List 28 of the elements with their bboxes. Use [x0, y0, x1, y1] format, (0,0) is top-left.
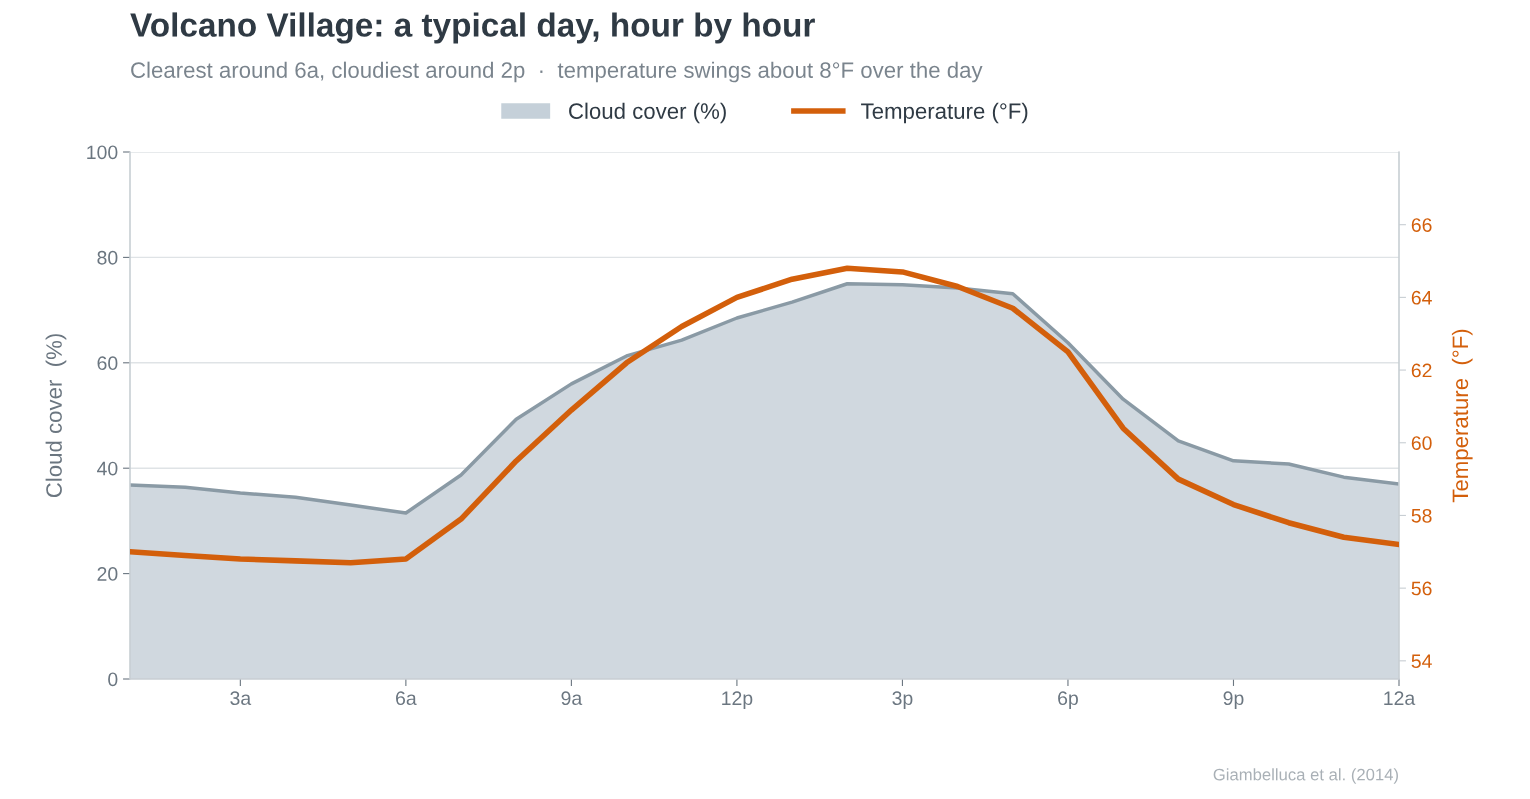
chart-subtitle: Clearest around 6a, cloudiest around 2p · temperature swings about 8°F over the day	[131, 61, 983, 83]
x-tick-label: 3p	[892, 691, 913, 709]
y-tick-label: 80	[97, 250, 118, 265]
y2-tick-label: 58	[1411, 508, 1432, 523]
y2-tick-label: 56	[1411, 581, 1432, 596]
x-tick-label: 12p	[722, 691, 753, 709]
y2-axis-title: Temperature (°F)	[1451, 329, 1473, 503]
y2-tick-label: 66	[1411, 218, 1432, 232]
y-axis-title: Cloud cover (%)	[45, 334, 67, 498]
y2-tick-label: 60	[1411, 436, 1432, 450]
text: Giambelluca et al. (2014)	[1213, 768, 1398, 784]
y2-tick-label: 64	[1411, 290, 1432, 305]
y-tick-label: 100	[87, 145, 118, 160]
x-tick-label: 6a	[396, 691, 417, 706]
x-tick-label: 6p	[1058, 691, 1078, 709]
legend-label: Cloud cover (%)	[569, 102, 726, 124]
x-tick-label: 3a	[230, 691, 252, 706]
x-tick-label: 9p	[1223, 691, 1244, 709]
x-tick-label: 9a	[561, 691, 583, 706]
x-tick-label: 12a	[1384, 691, 1416, 706]
y-tick-label: 20	[97, 567, 118, 581]
y2-tick-label: 54	[1411, 654, 1432, 669]
y-tick-label: 0	[108, 672, 118, 687]
legend-label: Temperature (°F)	[861, 102, 1028, 124]
y-tick-label: 40	[97, 461, 118, 476]
chart-title: Volcano Village: a typical day, hour by hour	[130, 12, 815, 44]
y-tick-label: 60	[97, 356, 118, 371]
y2-tick-label: 62	[1411, 363, 1432, 378]
